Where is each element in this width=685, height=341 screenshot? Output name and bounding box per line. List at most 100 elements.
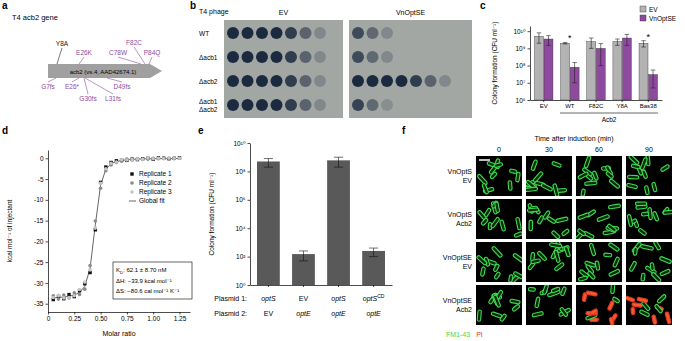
error-cap bbox=[546, 35, 550, 36]
plot-area bbox=[534, 33, 657, 100]
tick: 10⁷ bbox=[516, 79, 530, 86]
cell bbox=[607, 300, 614, 310]
micrograph bbox=[526, 285, 572, 325]
micrograph bbox=[526, 156, 572, 196]
legend-label: Replicate 3 bbox=[139, 188, 172, 196]
cell bbox=[516, 172, 521, 182]
tick-mark bbox=[248, 171, 251, 172]
point bbox=[51, 296, 55, 300]
tick: 0 bbox=[47, 312, 51, 322]
point bbox=[157, 157, 161, 161]
tick-label: 10⁸ bbox=[516, 62, 526, 69]
error-line bbox=[653, 70, 654, 88]
row-label: VnOptSE bbox=[443, 254, 473, 262]
cell bbox=[578, 276, 587, 282]
tick-label: 10⁹ bbox=[515, 45, 525, 52]
text-segment: : 62.1 ± 8.70 nM bbox=[123, 267, 166, 273]
cell bbox=[564, 246, 570, 257]
cell bbox=[560, 286, 566, 296]
point bbox=[104, 167, 108, 171]
cell bbox=[516, 217, 522, 230]
point bbox=[141, 158, 145, 162]
plaque-spot bbox=[410, 75, 422, 87]
cell bbox=[660, 164, 670, 172]
axis-title: Molar ratio bbox=[102, 330, 135, 337]
tick: 10¹⁰ bbox=[513, 28, 530, 35]
plaque-spot bbox=[352, 27, 364, 39]
plaque-spot bbox=[381, 99, 393, 111]
cell bbox=[508, 275, 513, 282]
table-cell: optSCD bbox=[363, 293, 385, 303]
error-bar bbox=[537, 33, 541, 43]
cell bbox=[578, 213, 590, 220]
tick: 0.25 bbox=[68, 312, 81, 322]
error-cap bbox=[369, 256, 378, 257]
cell bbox=[477, 310, 481, 322]
tick-mark bbox=[622, 100, 623, 102]
micrograph-background bbox=[576, 199, 622, 239]
cell bbox=[640, 157, 648, 170]
annotation: * bbox=[647, 32, 651, 42]
tick: 0.75 bbox=[121, 312, 134, 322]
cell bbox=[531, 160, 538, 171]
legend-label: Replicate 1 bbox=[139, 170, 172, 178]
cell bbox=[480, 267, 485, 277]
error-cap bbox=[615, 39, 619, 40]
panel-label: c bbox=[480, 0, 486, 11]
plaque-spot bbox=[227, 27, 239, 39]
cell bbox=[491, 246, 502, 258]
cell bbox=[608, 204, 620, 209]
table-cell: EV bbox=[299, 295, 309, 302]
tick-mark bbox=[46, 241, 49, 242]
tick-label: 0 bbox=[40, 155, 44, 162]
point bbox=[125, 157, 129, 161]
cell bbox=[657, 294, 667, 303]
tick-mark bbox=[373, 285, 374, 287]
tick-mark bbox=[248, 200, 251, 201]
cell bbox=[577, 228, 586, 236]
error-cap bbox=[625, 34, 629, 35]
axis-title: Colony formation (CFU ml⁻¹) bbox=[491, 22, 499, 105]
tick-label: F82C bbox=[589, 103, 604, 109]
cell bbox=[651, 182, 657, 192]
micrograph bbox=[576, 199, 622, 239]
mutation-label: P84Q bbox=[144, 49, 161, 57]
text-segment: optS bbox=[261, 295, 276, 303]
text-segment: optE bbox=[331, 310, 346, 318]
plaque-spot bbox=[256, 75, 268, 87]
row-label: Δacb2 bbox=[199, 78, 218, 85]
cell bbox=[641, 273, 646, 281]
error-cap bbox=[599, 65, 603, 66]
cell bbox=[559, 307, 568, 317]
plaque-spot bbox=[242, 75, 254, 87]
tick bbox=[338, 285, 339, 287]
group-line bbox=[560, 113, 658, 114]
cell bbox=[648, 207, 653, 219]
cell bbox=[476, 255, 487, 265]
text-segment: optS bbox=[331, 295, 346, 303]
mutation-line bbox=[149, 57, 152, 64]
table-row-label: Plasmid 1: bbox=[214, 295, 247, 302]
point bbox=[157, 156, 160, 159]
tick-mark bbox=[248, 143, 251, 144]
micrograph-background bbox=[526, 285, 572, 325]
plate bbox=[349, 20, 472, 118]
mutation-line bbox=[85, 78, 113, 94]
tick bbox=[268, 285, 269, 287]
panel-a: aT4 acb2 geneacb2 (vs.4, AAD42674.1)Y8AE… bbox=[2, 0, 162, 102]
micrograph-background bbox=[626, 285, 672, 325]
cell bbox=[613, 257, 620, 268]
tick-mark bbox=[303, 285, 304, 287]
error-cap bbox=[625, 45, 629, 46]
cell bbox=[549, 243, 562, 249]
cell bbox=[554, 262, 564, 271]
tick-mark bbox=[528, 100, 531, 101]
plaque-spot bbox=[314, 75, 326, 87]
tick: 10⁰ bbox=[236, 282, 250, 289]
tick-label: Bas38 bbox=[640, 103, 658, 109]
point bbox=[178, 156, 181, 159]
cell bbox=[526, 187, 538, 192]
error-cap bbox=[264, 158, 273, 159]
point bbox=[151, 157, 155, 161]
tick-mark bbox=[528, 31, 531, 32]
